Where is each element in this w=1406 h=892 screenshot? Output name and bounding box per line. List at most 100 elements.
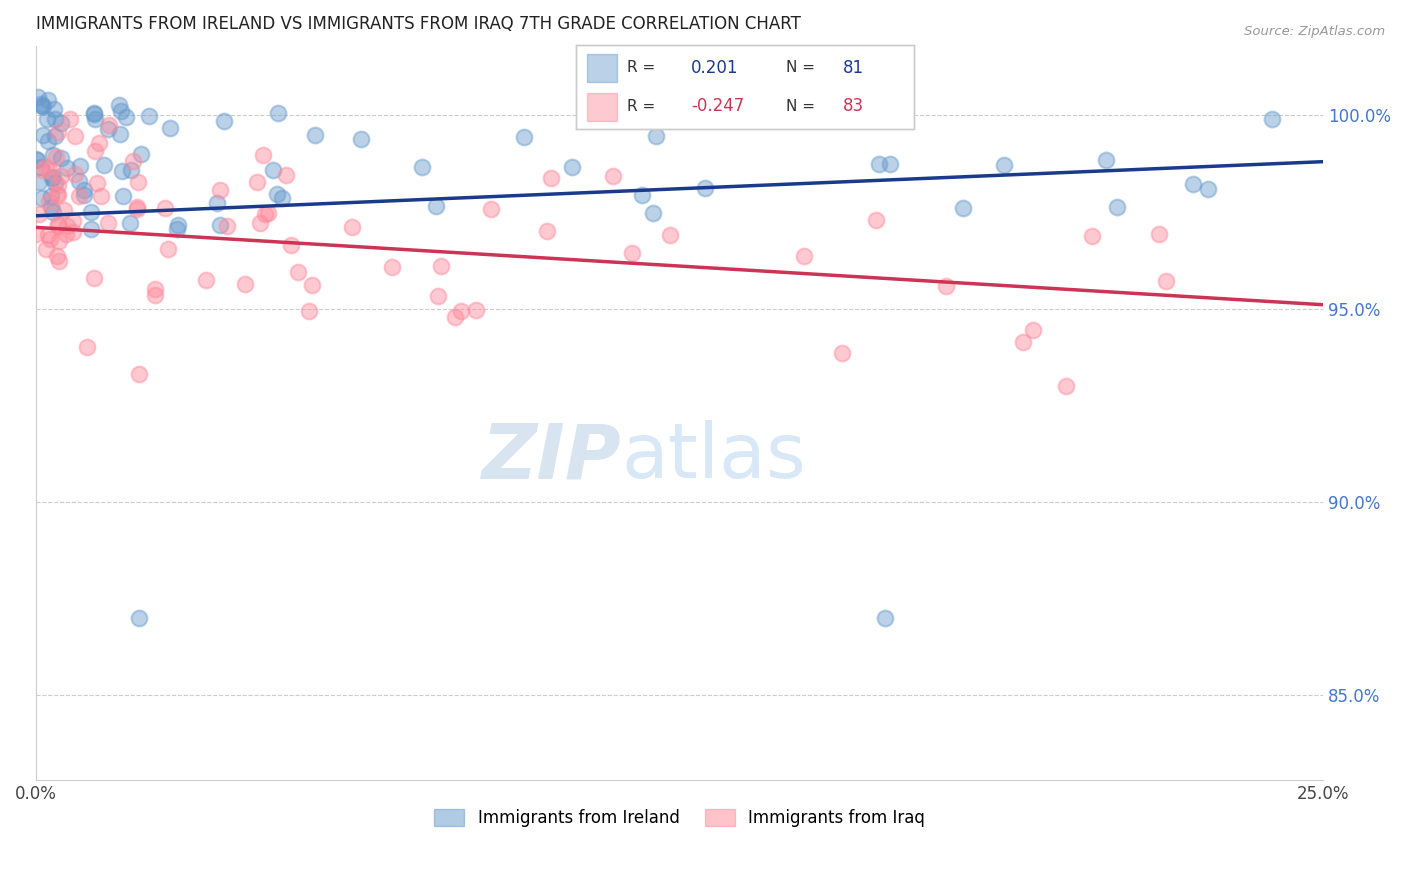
Point	[55, 161, 77, 175]
Point	[42, 148, 65, 162]
Point	[131, 146, 153, 161]
Point	[73, 188, 96, 202]
Point	[25, 152, 48, 166]
Point	[46, 124, 69, 138]
Point	[65, 129, 87, 144]
Point	[80, 204, 103, 219]
Point	[37, 228, 59, 243]
Point	[39, 189, 62, 203]
Point	[208, 183, 231, 197]
Point	[30, 96, 52, 111]
Point	[301, 277, 323, 292]
Point	[658, 228, 681, 243]
Point	[73, 183, 96, 197]
Point	[38, 232, 60, 246]
Point	[125, 202, 148, 216]
Point	[67, 174, 90, 188]
Point	[194, 273, 217, 287]
Point	[602, 169, 624, 184]
Point	[270, 191, 292, 205]
Point	[56, 219, 79, 233]
Point	[49, 169, 72, 184]
Point	[97, 122, 120, 136]
Point	[868, 157, 890, 171]
Point	[143, 282, 166, 296]
Point	[1095, 153, 1118, 167]
Point	[48, 219, 70, 234]
Point	[1022, 323, 1045, 337]
Text: ZIP: ZIP	[482, 420, 621, 494]
Point	[561, 160, 583, 174]
FancyBboxPatch shape	[586, 54, 617, 82]
Point	[49, 116, 72, 130]
Point	[62, 225, 84, 239]
Point	[86, 176, 108, 190]
Point	[53, 202, 76, 217]
Point	[31, 191, 53, 205]
Point	[44, 112, 66, 126]
Point	[80, 222, 103, 236]
Text: N =: N =	[786, 98, 814, 113]
Point	[645, 128, 668, 143]
Point	[115, 110, 138, 124]
Point	[98, 118, 121, 132]
Point	[411, 160, 433, 174]
Point	[621, 246, 644, 260]
Point	[41, 200, 63, 214]
Point	[111, 164, 134, 178]
Point	[28, 175, 51, 189]
Point	[31, 128, 53, 142]
Point	[97, 216, 120, 230]
Point	[233, 277, 256, 292]
Point	[44, 176, 66, 190]
Point	[31, 163, 53, 178]
Point	[128, 368, 150, 382]
Point	[350, 132, 373, 146]
Point	[37, 134, 59, 148]
Point	[83, 106, 105, 120]
Point	[65, 167, 87, 181]
Point	[695, 181, 717, 195]
Point	[205, 195, 228, 210]
Point	[138, 109, 160, 123]
Point	[59, 112, 82, 126]
Point	[83, 105, 105, 120]
Point	[274, 168, 297, 182]
Point	[267, 106, 290, 120]
Text: 81: 81	[844, 59, 865, 77]
Point	[25, 227, 48, 242]
Point	[465, 303, 488, 318]
Point	[84, 144, 107, 158]
Point	[287, 265, 309, 279]
Point	[89, 136, 111, 151]
Point	[425, 199, 447, 213]
Point	[44, 128, 66, 143]
Point	[381, 260, 404, 274]
Point	[875, 611, 897, 625]
Point	[246, 175, 269, 189]
Text: 83: 83	[844, 97, 865, 115]
Point	[298, 303, 321, 318]
Point	[38, 163, 60, 178]
Point	[444, 310, 467, 325]
Point	[1154, 274, 1177, 288]
Point	[55, 227, 77, 242]
Point	[450, 303, 472, 318]
Point	[49, 151, 72, 165]
Point	[1182, 178, 1205, 192]
Point	[42, 102, 65, 116]
Point	[32, 98, 55, 112]
Point	[67, 188, 90, 202]
Point	[45, 186, 67, 201]
Point	[31, 99, 53, 113]
Point	[831, 346, 853, 360]
Point	[304, 128, 326, 143]
Point	[46, 178, 69, 193]
Point	[41, 171, 63, 186]
Point	[935, 278, 957, 293]
Point	[42, 170, 65, 185]
Point	[120, 162, 142, 177]
Point	[84, 112, 107, 127]
Point	[536, 224, 558, 238]
Point	[1260, 112, 1282, 127]
